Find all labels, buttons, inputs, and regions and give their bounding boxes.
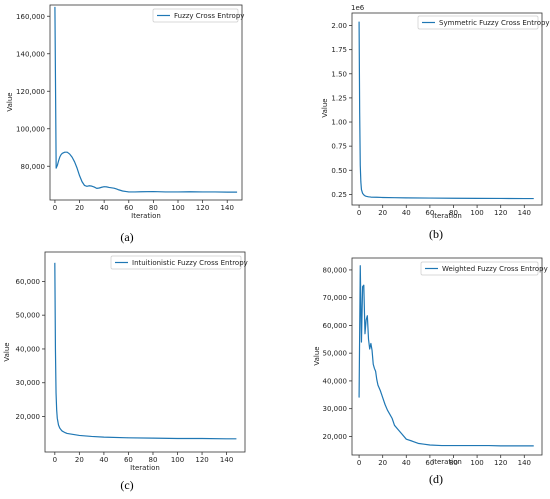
series-line-a [54, 6, 238, 193]
legend-a: Fuzzy Cross Entropy [152, 8, 244, 23]
legend-box-d [420, 261, 539, 276]
x-tick-label-d: 80 [449, 459, 458, 467]
y-tick-label-c: 40,000 [16, 345, 41, 353]
x-tick-label-b: 60 [425, 209, 434, 217]
y-tick-label-a: 160,000 [16, 13, 45, 21]
legend-label-d: Weighted Fuzzy Cross Entropy [442, 265, 548, 273]
y-tick-label-b: 0.75 [331, 143, 347, 151]
panel-caption-b: (b) [429, 227, 443, 241]
y-tick-label-a: 100,000 [16, 125, 45, 133]
y-tick-label-d: 80,000 [323, 266, 348, 274]
y-tick-label-c: 60,000 [16, 278, 41, 286]
y-tick-label-b: 2.00 [331, 22, 347, 30]
plot-area-b: 0 20 40 60 80 100 120 140 0.25 0.50 0.75 1.00 1.25 1.… [331, 21, 534, 217]
x-tick-label-c: 40 [99, 456, 108, 464]
y-tick-label-c: 20,000 [16, 413, 41, 421]
legend-box-a [152, 8, 239, 23]
panel-a: 0 20 40 60 80 100 120 140 80,000 100,000 120,000 14… [6, 4, 244, 244]
x-tick-label-c: 140 [220, 456, 233, 464]
series-line-c [54, 262, 237, 440]
legend-d: Weighted Fuzzy Cross Entropy [420, 261, 548, 276]
y-tick-label-b: 1.25 [331, 94, 347, 102]
legend-box-b [417, 15, 539, 30]
legend-c: Intuitionistic Fuzzy Cross Entropy [110, 255, 248, 270]
panel-c: 0 20 40 60 80 100 120 140 20,000 30,000 40,000 50,0… [3, 251, 248, 492]
panel-caption-d: (d) [429, 472, 443, 486]
y-tick-label-a: 140,000 [16, 50, 45, 58]
plot-frame-a [49, 4, 243, 201]
x-tick-label-b: 40 [402, 209, 411, 217]
y-axis-title-d: Value [313, 346, 321, 365]
x-tick-label-a: 120 [196, 204, 209, 212]
legend-box-c [110, 255, 242, 270]
y-tick-label-d: 60,000 [323, 322, 348, 330]
panel-b: 0 20 40 60 80 100 120 140 0.25 0.50 0.75 1.00 1.25 1.… [321, 4, 550, 241]
panel-d: 0 20 40 60 80 100 120 140 20,000 30,000 40,000 50,0… [313, 257, 548, 486]
y-tick-label-b: 1.75 [331, 46, 347, 54]
x-tick-label-c: 120 [195, 456, 208, 464]
x-tick-label-a: 20 [75, 204, 84, 212]
y-tick-label-d: 50,000 [323, 350, 348, 358]
plot-area-a: 0 20 40 60 80 100 120 140 80,000 100,000 120,000 14… [16, 6, 238, 212]
x-tick-label-b: 80 [449, 209, 458, 217]
y-tick-label-c: 50,000 [16, 312, 41, 320]
y-axis-title-c: Value [3, 342, 11, 361]
x-tick-label-d: 20 [378, 459, 387, 467]
x-tick-label-a: 140 [221, 204, 234, 212]
plot-area-c: 0 20 40 60 80 100 120 140 20,000 30,000 40,000 50,0… [16, 262, 237, 464]
legend-label-c: Intuitionistic Fuzzy Cross Entropy [132, 259, 248, 267]
plot-frame-b [351, 12, 543, 206]
x-tick-label-c: 100 [171, 456, 184, 464]
x-tick-label-d: 120 [494, 459, 507, 467]
y-tick-label-a: 120,000 [16, 88, 45, 96]
series-line-d [358, 265, 534, 447]
y-tick-label-d: 40,000 [323, 377, 348, 385]
panel-caption-a: (a) [120, 230, 133, 244]
x-tick-label-b: 100 [470, 209, 483, 217]
x-tick-label-c: 80 [149, 456, 158, 464]
x-tick-label-c: 20 [75, 456, 84, 464]
x-tick-label-a: 0 [53, 204, 57, 212]
x-tick-label-d: 100 [470, 459, 483, 467]
x-tick-label-a: 100 [171, 204, 184, 212]
x-axis-title-c: Iteration [130, 464, 160, 472]
x-tick-label-d: 0 [357, 459, 361, 467]
x-tick-label-a: 40 [100, 204, 109, 212]
y-offset-label-b: 1e6 [351, 4, 365, 12]
y-tick-label-d: 30,000 [323, 405, 348, 413]
plot-frame-d [351, 257, 543, 456]
x-tick-label-b: 20 [378, 209, 387, 217]
x-tick-label-a: 60 [124, 204, 133, 212]
series-line-b [358, 21, 534, 200]
panel-caption-c: (c) [120, 478, 133, 492]
x-axis-title-a: Iteration [131, 212, 161, 220]
legend-label-b: Symmetric Fuzzy Cross Entropy [439, 19, 550, 27]
x-tick-label-b: 120 [494, 209, 507, 217]
y-tick-label-b: 1.00 [331, 119, 347, 127]
y-axis-title-b: Value [321, 98, 329, 117]
legend-label-a: Fuzzy Cross Entropy [174, 12, 244, 20]
x-tick-label-d: 60 [425, 459, 434, 467]
x-axis-title-b: Iteration [432, 212, 462, 220]
y-tick-label-b: 1.50 [331, 70, 347, 78]
y-tick-label-c: 30,000 [16, 379, 41, 387]
y-tick-label-b: 0.50 [331, 167, 347, 175]
x-tick-label-b: 0 [357, 209, 361, 217]
y-tick-label-d: 70,000 [323, 294, 348, 302]
x-tick-label-d: 40 [402, 459, 411, 467]
y-tick-label-a: 80,000 [21, 163, 46, 171]
x-tick-label-d: 140 [518, 459, 531, 467]
plot-frame-c [44, 251, 246, 453]
x-tick-label-c: 0 [53, 456, 57, 464]
y-tick-label-b: 0.25 [331, 191, 347, 199]
legend-b: Symmetric Fuzzy Cross Entropy [417, 15, 550, 30]
y-axis-title-a: Value [6, 92, 14, 111]
plot-area-d: 0 20 40 60 80 100 120 140 20,000 30,000 40,000 50,0… [323, 265, 534, 467]
x-tick-label-c: 60 [124, 456, 133, 464]
y-tick-label-d: 20,000 [323, 433, 348, 441]
x-tick-label-a: 80 [149, 204, 158, 212]
x-tick-label-b: 140 [518, 209, 531, 217]
x-axis-title-d: Iteration [432, 458, 462, 466]
